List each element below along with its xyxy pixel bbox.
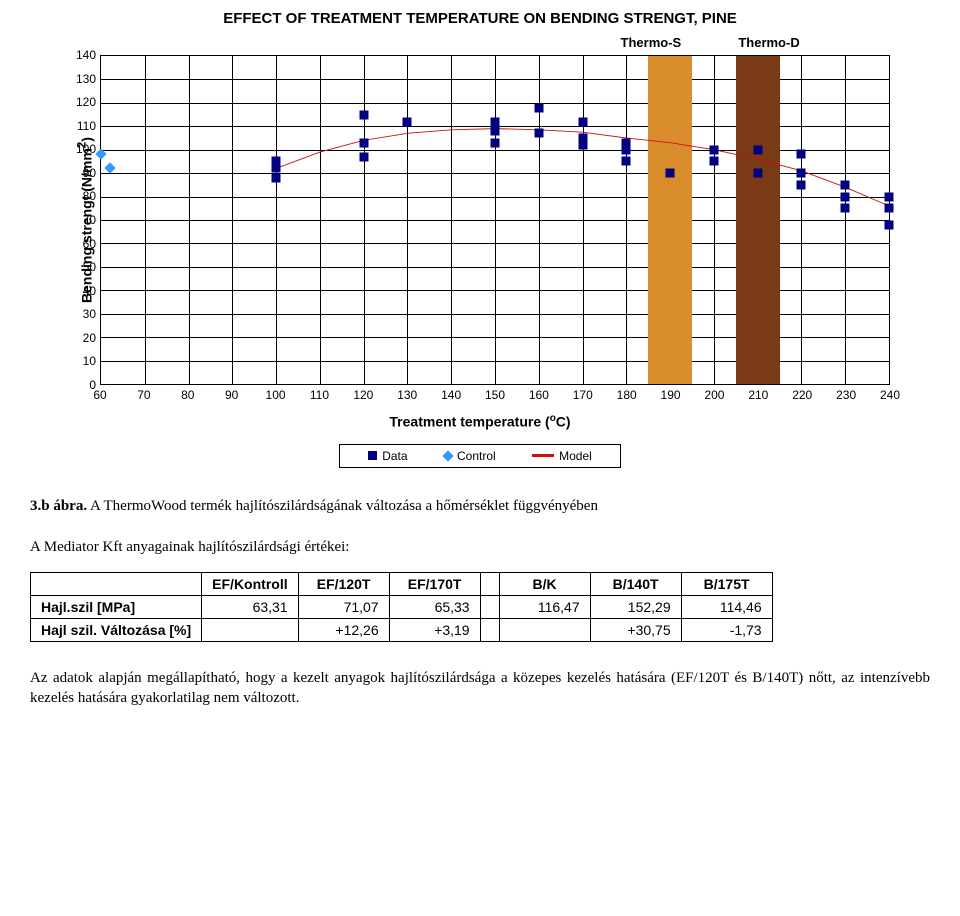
caption-bold: 3.b ábra.: [30, 498, 87, 514]
data-table: EF/KontrollEF/120TEF/170T B/KB/140TB/175T…: [30, 572, 773, 642]
table-cell: 152,29: [590, 595, 681, 618]
table-cell: 63,31: [202, 595, 298, 618]
table-header: B/140T: [590, 572, 681, 595]
x-axis-suffix: C): [556, 414, 571, 430]
table-cell: 116,47: [499, 595, 590, 618]
legend-model-label: Model: [559, 449, 592, 463]
thermo-labels: Thermo-S Thermo-D: [70, 35, 890, 55]
square-icon: [368, 451, 377, 460]
row-label: Hajl.szil [MPa]: [31, 595, 202, 618]
table-header: B/K: [499, 572, 590, 595]
table-header: EF/120T: [298, 572, 389, 595]
thermo-d-label: Thermo-D: [738, 35, 799, 50]
plot-area: [100, 55, 890, 385]
table-cell: 71,07: [298, 595, 389, 618]
table-cell: 114,46: [681, 595, 772, 618]
table-cell: [202, 618, 298, 641]
x-ticks: 6070809010011012013014015016017018019020…: [100, 385, 890, 407]
table-header: EF/170T: [389, 572, 480, 595]
table-cell: +12,26: [298, 618, 389, 641]
legend-control-label: Control: [457, 449, 496, 463]
table-cell: 65,33: [389, 595, 480, 618]
x-axis-text: Treatment temperature (: [389, 414, 549, 430]
table-cell: +30,75: [590, 618, 681, 641]
y-ticks: 0102030405060708090100110120130140: [70, 55, 100, 385]
summary-paragraph: Az adatok alapján megállapítható, hogy a…: [30, 668, 930, 709]
table-header: EF/Kontroll: [202, 572, 298, 595]
chart-title: EFFECT OF TREATMENT TEMPERATURE ON BENDI…: [70, 10, 890, 27]
diamond-icon: [442, 450, 453, 461]
figure-caption: 3.b ábra. A ThermoWood termék hajlítószi…: [30, 498, 930, 515]
legend-data-label: Data: [382, 449, 407, 463]
row-label: Hajl szil. Változása [%]: [31, 618, 202, 641]
chart-container: EFFECT OF TREATMENT TEMPERATURE ON BENDI…: [70, 10, 890, 468]
thermo-s-label: Thermo-S: [621, 35, 682, 50]
caption-text: A ThermoWood termék hajlítószilárdságána…: [87, 498, 598, 514]
chart-body: Bending strengt (N/mm2) 0102030405060708…: [70, 55, 890, 385]
line-icon: [532, 454, 554, 457]
legend-data: Data: [368, 449, 407, 463]
subheading: A Mediator Kft anyagainak hajlítószilárd…: [30, 539, 930, 556]
legend-control: Control: [444, 449, 496, 463]
table-cell: -1,73: [681, 618, 772, 641]
x-axis-label: Treatment temperature (oC): [70, 413, 890, 430]
legend-model: Model: [532, 449, 592, 463]
table-cell: +3,19: [389, 618, 480, 641]
table-header: B/175T: [681, 572, 772, 595]
legend: Data Control Model: [339, 444, 621, 468]
table-cell: [499, 618, 590, 641]
